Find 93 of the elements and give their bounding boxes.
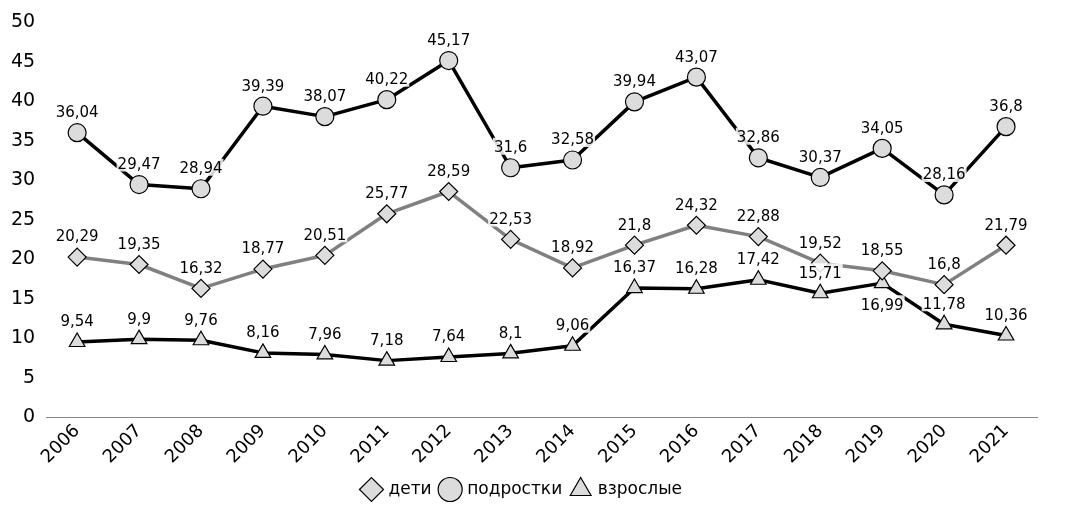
point — [501, 158, 521, 178]
data-label: 16,32 — [179, 258, 223, 277]
point — [686, 67, 707, 87]
point — [191, 179, 211, 199]
data-label: 20,29 — [55, 227, 99, 246]
data-label: 20,51 — [303, 225, 347, 244]
y-tick-label: 10 — [10, 325, 36, 348]
point — [562, 150, 583, 170]
data-label: 7,64 — [432, 327, 466, 346]
y-tick-label: 45 — [10, 48, 36, 71]
point — [872, 138, 892, 158]
y-tick-label: 0 — [23, 404, 36, 427]
y-tick-label: 15 — [10, 285, 36, 308]
data-label: 21,8 — [617, 215, 652, 234]
data-label: 40,22 — [365, 70, 409, 89]
data-label: 19,35 — [117, 234, 161, 253]
data-label: 16,8 — [927, 255, 961, 274]
point — [934, 185, 954, 205]
point — [439, 50, 459, 71]
data-label: 28,59 — [427, 161, 471, 180]
data-label: 31,6 — [493, 138, 528, 157]
y-tick-label: 25 — [10, 206, 36, 229]
legend-label: взрослые — [597, 477, 683, 498]
point — [626, 278, 643, 294]
data-label: 36,8 — [989, 97, 1023, 116]
data-label: 32,86 — [736, 128, 780, 147]
point — [810, 167, 830, 188]
data-label: 18,77 — [241, 239, 285, 258]
data-label: 16,28 — [674, 259, 718, 278]
point — [315, 107, 335, 127]
point — [748, 148, 768, 168]
data-label: 22,53 — [489, 209, 533, 228]
data-label: 32,58 — [551, 130, 595, 149]
data-label: 39,39 — [241, 76, 285, 95]
point — [935, 314, 953, 330]
data-label: 28,94 — [179, 159, 223, 178]
data-label: 9,76 — [184, 310, 218, 329]
point — [688, 279, 705, 294]
data-label: 28,16 — [922, 165, 966, 184]
point — [378, 351, 396, 366]
data-label: 19,52 — [798, 233, 842, 252]
data-label: 7,96 — [308, 324, 342, 343]
point — [67, 123, 87, 143]
y-tick-label: 20 — [10, 246, 36, 269]
point — [564, 336, 581, 351]
data-label: 39,94 — [613, 72, 656, 91]
data-label: 25,77 — [365, 184, 409, 203]
data-label: 17,42 — [736, 250, 780, 269]
data-label: 9,06 — [555, 316, 590, 335]
y-tick-label: 30 — [10, 167, 36, 190]
data-label: 22,88 — [736, 207, 780, 225]
point — [316, 344, 334, 360]
data-label: 38,07 — [303, 87, 347, 106]
data-label: 18,55 — [860, 241, 904, 260]
y-tick-label: 35 — [10, 127, 36, 150]
data-label: 21,79 — [984, 215, 1028, 234]
data-label: 15,71 — [798, 263, 842, 282]
point — [996, 117, 1016, 137]
y-tick-label: 5 — [23, 364, 36, 387]
point — [749, 270, 767, 285]
point — [377, 90, 397, 110]
point — [254, 343, 272, 358]
data-label: 30,37 — [798, 147, 842, 166]
data-label: 29,47 — [117, 154, 161, 173]
point — [997, 325, 1015, 341]
legend-label: дети — [388, 477, 432, 498]
legend-label: подростки — [467, 477, 563, 498]
point — [68, 332, 86, 348]
point — [192, 330, 210, 346]
data-label: 11,78 — [922, 294, 966, 313]
data-label: 18,92 — [551, 238, 595, 257]
data-label: 34,05 — [860, 118, 904, 137]
data-label: 9,9 — [127, 309, 151, 328]
data-label: 10,36 — [984, 305, 1028, 324]
data-label: 16,99 — [860, 295, 904, 314]
data-label: 16,37 — [613, 258, 656, 277]
data-label: 36,04 — [55, 103, 99, 122]
point — [440, 347, 458, 363]
data-label: 8,16 — [246, 323, 280, 342]
data-label: 43,07 — [674, 47, 718, 66]
data-label: 45,17 — [427, 30, 471, 49]
data-label: 9,54 — [60, 312, 94, 331]
point — [130, 329, 148, 345]
y-tick-label: 50 — [10, 9, 36, 32]
y-tick-label: 40 — [10, 88, 36, 111]
point — [129, 174, 149, 195]
data-label: 24,32 — [674, 195, 718, 214]
point — [502, 343, 520, 359]
point — [253, 96, 273, 116]
data-label: 8,1 — [498, 323, 523, 342]
data-label: 7,18 — [370, 331, 404, 350]
point — [811, 283, 829, 299]
point — [624, 92, 645, 112]
